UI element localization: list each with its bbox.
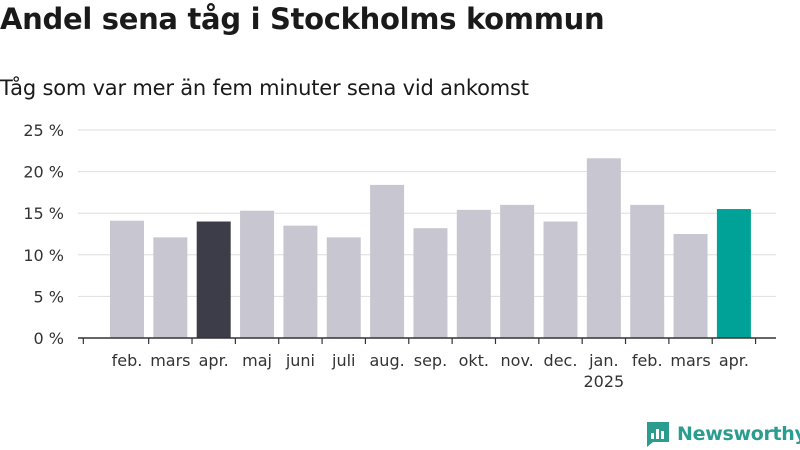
bar [586,158,621,338]
y-tick-label: 5 % [34,287,64,306]
bar [110,220,144,338]
x-tick-label: apr. [719,351,749,370]
x-tick-label: mars [150,351,190,370]
bar-chart: 0 % 5 % 10 % 15 % 20 % 25 % feb. mars apr. maj jun… [23,121,776,391]
y-tick-label: 10 % [23,246,64,265]
x-tick-label: apr. [199,351,229,370]
x-tick-label: dec. [544,351,578,370]
bar [196,221,231,338]
y-tick-label: 15 % [23,204,64,223]
bar [326,237,361,338]
bar [413,228,448,338]
chart-title: Andel sena tåg i Stockholms kommun [0,2,605,36]
bar [716,209,751,338]
x-tick-label: feb. [632,351,663,370]
x-tick-label: juni [285,351,315,370]
x-tick-label: nov. [501,351,534,370]
newsworthy-logo-icon [647,422,669,447]
bar [283,225,318,338]
bar [673,234,708,338]
x-tick-label: jan. [588,351,618,370]
bar [240,210,275,338]
chart-subtitle: Tåg som var mer än fem minuter sena vid … [0,76,529,100]
x-tick-label: mars [670,351,710,370]
bar [500,204,535,338]
y-tick-label: 20 % [23,163,64,182]
bar [456,209,491,338]
x-tick-label: okt. [459,351,489,370]
bar [543,221,578,338]
x-tick-label: maj [242,351,272,370]
x-tick-label: feb. [112,351,143,370]
bar [370,184,405,338]
x-tick-label: aug. [370,351,405,370]
bar [153,237,188,338]
logo-text: Newsworthy [677,423,800,445]
x-tick-sublabel: 2025 [583,372,624,391]
newsworthy-logo[interactable]: Newsworthy [645,420,800,448]
y-tick-label: 25 % [23,121,64,140]
bar [630,204,665,338]
x-tick-label: sep. [414,351,447,370]
y-tick-label: 0 % [34,329,64,348]
x-tick-label: juli [331,351,355,370]
